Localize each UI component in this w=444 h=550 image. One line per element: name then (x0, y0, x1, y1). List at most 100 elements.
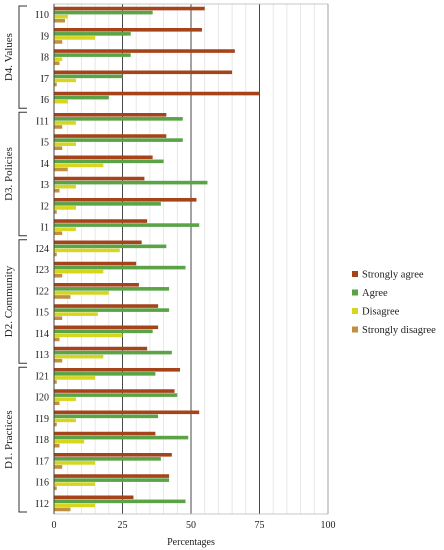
bar (54, 358, 63, 363)
x-tick-label: 50 (186, 520, 196, 531)
bar (54, 53, 131, 57)
bar (54, 14, 68, 19)
bar (54, 219, 148, 223)
bar (54, 435, 189, 440)
bar (54, 269, 104, 274)
legend-swatch (352, 271, 358, 277)
bar (54, 261, 137, 266)
group-brackets: D4. Values D3. Policies D2. Community D1. P… (3, 5, 27, 513)
category-label: I11 (36, 116, 49, 127)
bar (54, 231, 63, 235)
bar (54, 461, 96, 465)
legend-swatch (352, 308, 358, 314)
category-label: I10 (36, 10, 49, 21)
bar (54, 121, 76, 125)
bar (54, 252, 57, 257)
bar (54, 482, 96, 486)
bar (54, 70, 233, 75)
bar (54, 32, 131, 36)
category-label: I8 (41, 53, 49, 64)
category-label: I3 (41, 180, 49, 191)
bar (54, 499, 186, 504)
bar (54, 443, 60, 448)
bar (54, 422, 57, 427)
legend: Strongly agree Agree Disagree Strongly disa… (352, 270, 436, 336)
bar (54, 474, 170, 478)
bar (54, 265, 186, 270)
bar (54, 210, 57, 214)
bar (54, 465, 63, 469)
bar (54, 291, 109, 295)
category-label: I4 (41, 159, 49, 170)
x-tick-label: 25 (118, 520, 128, 531)
bar (54, 57, 63, 61)
category-label: I19 (36, 414, 49, 425)
bar (54, 91, 260, 96)
bar (54, 273, 63, 278)
bar (54, 117, 183, 121)
bar (54, 198, 197, 202)
legend-swatch (352, 326, 358, 333)
bar (54, 346, 148, 351)
bar (54, 184, 76, 189)
bar (54, 188, 60, 193)
bar (54, 350, 172, 355)
bar (54, 439, 85, 444)
bar (54, 95, 109, 100)
bar (54, 6, 205, 11)
category-label: I7 (41, 74, 49, 85)
bar (54, 180, 208, 185)
legend-label: Disagree (362, 307, 400, 318)
bar (54, 329, 153, 334)
bar (54, 397, 76, 401)
bar (54, 146, 63, 150)
bar (54, 368, 181, 372)
bar (54, 304, 159, 308)
bar (54, 325, 159, 330)
bar (54, 61, 60, 65)
bar (54, 312, 98, 316)
group-label: D2. Community (3, 265, 15, 337)
x-tick-label: 100 (321, 520, 336, 531)
bar (54, 227, 76, 231)
bar (54, 495, 134, 500)
category-label: I12 (36, 499, 49, 510)
bar (54, 28, 202, 32)
x-tick-label: 0 (52, 520, 57, 531)
bar (54, 142, 76, 146)
bar (54, 176, 145, 181)
grid (67, 4, 315, 514)
bar (54, 159, 164, 164)
category-label: I6 (41, 95, 49, 106)
bar (54, 457, 161, 461)
bar (54, 486, 57, 490)
bar (54, 478, 170, 482)
bar (54, 163, 104, 168)
x-tick-label: 75 (255, 520, 265, 531)
group-bracket (18, 366, 27, 513)
legend-label: Agree (362, 288, 388, 299)
bar (54, 316, 63, 320)
bar (54, 418, 76, 423)
bar (54, 333, 123, 338)
category-label: I9 (41, 31, 49, 42)
bar (54, 223, 200, 227)
bar (54, 389, 175, 393)
bar (54, 414, 159, 419)
bar (54, 99, 68, 104)
bar (54, 431, 156, 436)
legend-label: Strongly agree (362, 270, 424, 281)
group-label: D3. Policies (3, 147, 15, 201)
bar (54, 36, 96, 40)
bar (54, 113, 167, 117)
group-bracket (18, 5, 27, 109)
category-label: I13 (36, 350, 49, 361)
bar (54, 248, 120, 253)
bar (54, 380, 57, 384)
bar (54, 40, 63, 44)
bar (54, 503, 96, 508)
bar (54, 287, 170, 291)
category-label: I18 (36, 435, 49, 446)
bar (54, 138, 183, 142)
